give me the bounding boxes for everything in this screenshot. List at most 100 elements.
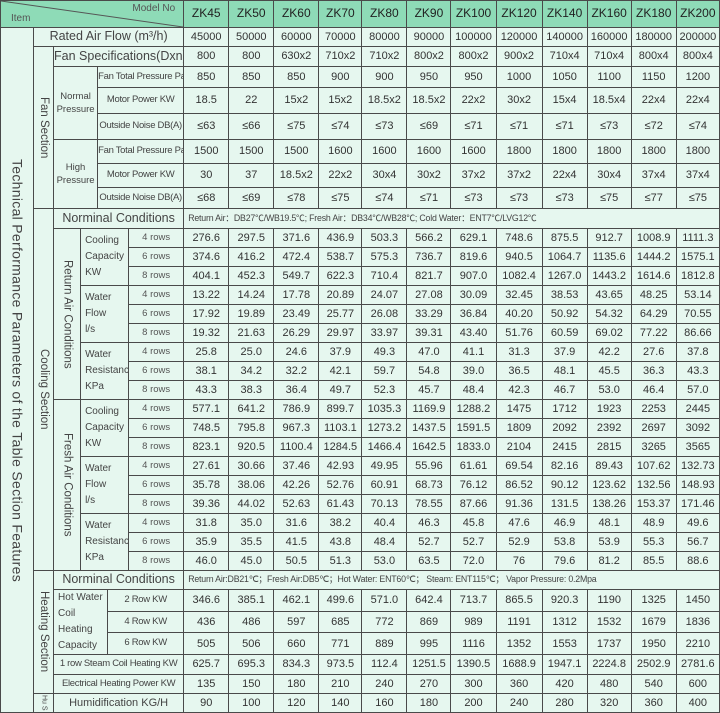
value-cell: 35.78 [183,475,230,495]
value-cell: 54.8 [406,361,452,381]
cooling-group-label: Water Resistance KPa [80,342,130,400]
value-cell: 385.1 [228,589,275,612]
value-cell: 1150 [630,66,677,88]
high-pressure-label: High Pressure [53,139,99,209]
value-cell: 1950 [630,632,677,655]
value-cell: 2224.8 [586,654,632,675]
value-cell: 571.0 [361,589,408,612]
value-cell: 70.13 [361,494,408,514]
value-cell: 710x4 [541,46,588,67]
table-row: 6 rows 17.92 19.89 23.49 25.77 26.08 33.29 36.8… [1,304,720,324]
value-cell: 1712 [541,399,588,419]
value-cell: 70000 [318,27,363,47]
value-cell: 46.7 [541,380,588,400]
value-cell: 800 [183,46,230,67]
value-cell: 26.29 [273,323,320,343]
value-cell: 875.5 [541,228,588,248]
value-cell: 1352 [495,632,543,655]
value-cell: 600 [675,674,720,694]
value-cell: 79.6 [541,551,588,571]
value-cell: 3565 [675,437,720,457]
value-cell: 45.0 [228,551,275,571]
value-cell: 22 [228,87,275,114]
value-cell: 32.45 [495,285,543,305]
value-cell: 1466.4 [361,437,408,457]
value-cell: 566.2 [406,228,452,248]
value-cell: 15x2 [273,87,320,114]
value-cell: 49.3 [361,342,408,362]
value-cell: 800x4 [630,46,677,67]
value-cell: 40.4 [361,513,408,533]
table-row: 8 rows 43.3 38.3 36.4 49.7 52.3 45.7 48.4 42.3 46… [1,380,720,400]
value-cell: 210 [318,674,363,694]
cooling-nominal-label: Norminal Conditions [53,208,185,229]
value-cell: 41.1 [450,342,497,362]
table-row: Outside Noise DB(A) ≤63 ≤66 ≤75 ≤74 ≤73 ≤69 ≤71… [1,113,720,140]
value-cell: 32.2 [273,361,320,381]
value-cell: 800 [228,46,275,67]
value-cell: 24.07 [361,285,408,305]
value-cell: 538.7 [318,247,363,267]
value-cell: 1809 [495,418,543,438]
value-cell: 148.93 [675,475,720,495]
value-cell: 80000 [361,27,408,47]
value-cell: 869 [406,610,452,634]
value-cell: ≤68 [183,187,230,209]
value-cell: 280 [541,693,588,713]
cooling-group-label: Water Flow l/s [80,285,130,343]
value-cell: 899.7 [318,399,363,419]
value-cell: 49.95 [361,456,408,476]
value-cell: ≤73 [586,113,632,140]
value-cell: 30x4 [361,163,408,188]
value-cell: 1082.4 [495,266,543,286]
rows-label: 6 rows [128,475,185,495]
value-cell: 642.4 [406,589,452,612]
cooling-group-label: Water Resistance KPa [80,513,130,571]
value-cell: 41.5 [273,532,320,552]
value-cell: 1390.5 [450,654,497,675]
model-no-label: Model No [132,3,176,14]
value-cell: ≤74 [361,187,408,209]
model-header: ZK100 [450,0,497,28]
value-cell: 48.25 [630,285,677,305]
value-cell: ≤71 [495,113,543,140]
value-cell: 36.5 [495,361,543,381]
value-cell: 42.3 [495,380,543,400]
value-cell: 1100.4 [273,437,320,457]
value-cell: 60000 [273,27,320,47]
value-cell: 38.1 [183,361,230,381]
value-cell: ≤71 [450,113,497,140]
value-cell: 900 [361,66,408,88]
value-cell: ≤63 [183,113,230,140]
value-cell: 38.06 [228,475,275,495]
heating-section-label: Heating Section [33,570,55,694]
table-row: 6 rows 35.9 35.5 41.5 43.8 48.4 52.7 52.7 52.9 53… [1,532,720,552]
value-cell: 1833.0 [450,437,497,457]
value-cell: 90 [183,693,230,713]
side-title: Technical Performance Parameters of the … [0,27,35,713]
value-cell: 100000 [450,27,497,47]
value-cell: 85.5 [630,551,677,571]
table-row: 8 rows 46.0 45.0 50.5 51.3 53.0 63.5 72.0 76 79.6… [1,551,720,571]
rows-label: 8 rows [128,323,185,343]
value-cell: 19.32 [183,323,230,343]
fresh-air-conditions-label: Fresh Air Conditions [53,399,82,571]
value-cell: 120000 [495,27,543,47]
value-cell: 60.91 [361,475,408,495]
value-cell: 35.9 [183,532,230,552]
value-cell: 1500 [273,139,320,164]
value-cell: 61.61 [450,456,497,476]
value-cell: 1191 [495,610,543,634]
value-cell: 1169.9 [406,399,452,419]
value-cell: 1836 [675,610,720,634]
value-cell: 2815 [586,437,632,457]
value-cell: 135 [183,674,230,694]
value-cell: 131.5 [541,494,588,514]
rows-label: 4 rows [128,285,185,305]
value-cell: 622.3 [318,266,363,286]
value-cell: 27.61 [183,456,230,476]
table-row: 4 Row KW 436 486 597 685 772 869 989 1191 1312 153… [1,610,720,634]
value-cell: 87.66 [450,494,497,514]
